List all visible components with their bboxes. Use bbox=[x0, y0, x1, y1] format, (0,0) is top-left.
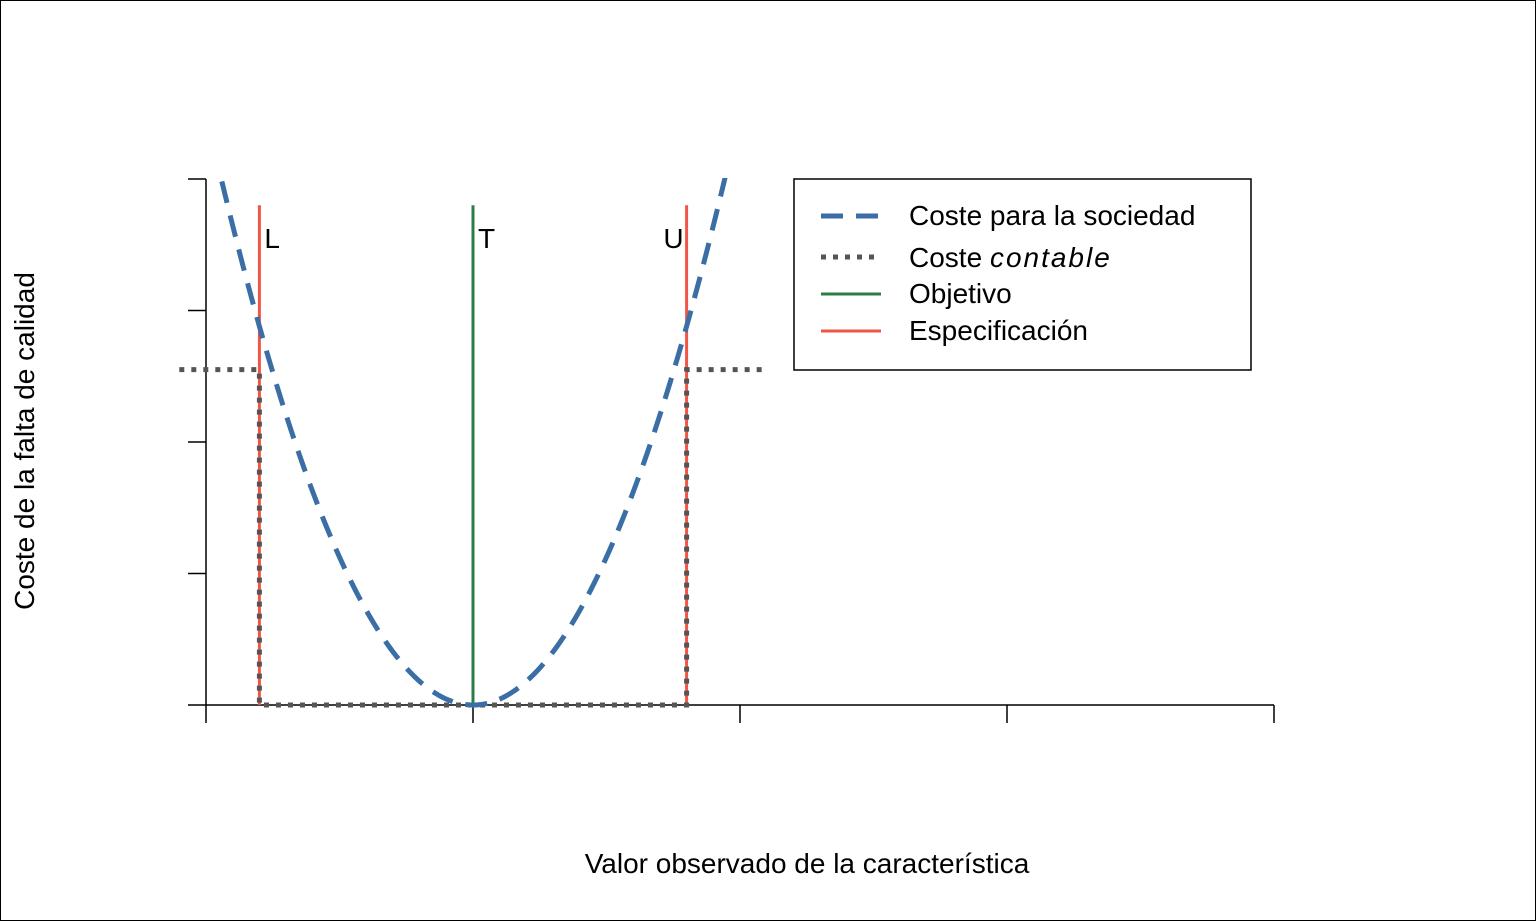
legend-label-target: Objetivo bbox=[909, 278, 1012, 309]
x-axis-title: Valor observado de la característica bbox=[585, 848, 1030, 879]
x-axis-ticks bbox=[205, 705, 1275, 723]
lower-spec-label: L bbox=[264, 223, 280, 254]
accounting-cost-line bbox=[179, 367, 767, 708]
target-label: T bbox=[478, 223, 495, 254]
legend-box bbox=[793, 178, 1252, 371]
y-axis-ticks bbox=[188, 178, 206, 706]
upper-spec-label: U bbox=[663, 223, 683, 254]
annotations: L T U bbox=[264, 223, 683, 254]
legend-label-specification: Especificación bbox=[909, 315, 1088, 346]
legend: Coste para la sociedad Coste contable Ob… bbox=[793, 178, 1252, 371]
y-axis-title: Coste de la falta de calidad bbox=[9, 272, 40, 610]
legend-label-accounting-cost: Coste contable bbox=[909, 242, 1112, 273]
legend-label-society-cost: Coste para la sociedad bbox=[909, 200, 1195, 231]
plot-lines bbox=[179, 178, 767, 708]
society-cost-curve bbox=[218, 178, 728, 708]
